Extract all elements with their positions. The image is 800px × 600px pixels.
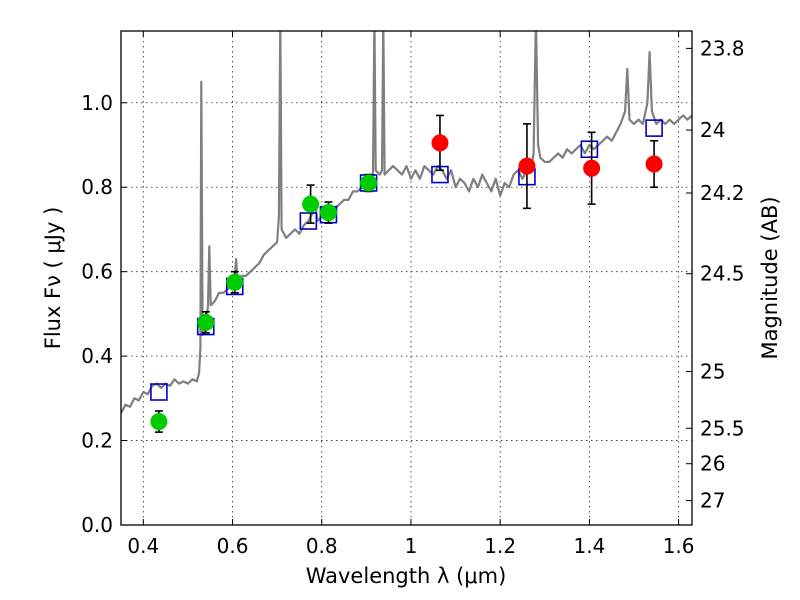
optical-photometry-point [226, 273, 244, 291]
right-tick-label: 24 [700, 118, 725, 142]
nir-photometry-point [583, 159, 601, 177]
nir-photometry-point [431, 134, 449, 152]
model-photometry-square [150, 383, 168, 401]
plot-frame [120, 30, 693, 526]
x-axis-label: Wavelength λ (μm) [306, 564, 507, 588]
y-tick-label: 0.8 [81, 175, 113, 199]
y-tick-label: 0.4 [81, 344, 113, 368]
nir-photometry-point [518, 157, 536, 175]
plot-area [121, 31, 692, 414]
y-axis-label: Flux Fν ( μJy ) [41, 207, 65, 350]
right-tick-label: 25.5 [700, 416, 745, 440]
x-tick-label: 1.6 [663, 534, 695, 558]
x-tick-label: 1.4 [573, 534, 605, 558]
x-tick-label: 0.6 [217, 534, 249, 558]
optical-photometry-point [197, 313, 215, 331]
optical-photometry-point [302, 195, 320, 213]
model-photometry-square [299, 212, 318, 230]
right-tick-label: 24.2 [700, 181, 745, 205]
nir-photometry-point [645, 155, 663, 173]
y-tick-label: 0.0 [81, 513, 113, 537]
optical-photometry-point [319, 204, 337, 222]
grid [121, 31, 692, 526]
right-tick-label: 27 [700, 489, 725, 513]
y-tick-label: 0.6 [81, 260, 113, 284]
y-tick-label: 0.2 [81, 429, 113, 453]
x-tick-label: 0.4 [127, 534, 159, 558]
y-tick-label: 1.0 [81, 91, 113, 115]
data-points [150, 114, 663, 433]
right-tick-label: 25 [700, 360, 725, 384]
sed-model-line [121, 31, 692, 414]
right-tick-label: 24.5 [700, 262, 745, 286]
right-tick-label: 23.8 [700, 36, 745, 60]
x-tick-label: 1.2 [484, 534, 516, 558]
model-photometry-square [580, 140, 599, 159]
y-axis-right-label: Magnitude (AB) [758, 196, 782, 359]
axes: 0.4 0.6 0.8 1 1.2 1.4 1.6 0.0 0.2 0.4 0.6 0.8 1.0 23.… [81, 31, 745, 558]
model-photometry-square [645, 119, 663, 137]
optical-photometry-point [360, 174, 378, 192]
right-tick-label: 26 [700, 452, 725, 476]
x-tick-label: 1 [405, 534, 418, 558]
x-tick-label: 0.8 [306, 534, 338, 558]
optical-photometry-point [150, 413, 168, 431]
